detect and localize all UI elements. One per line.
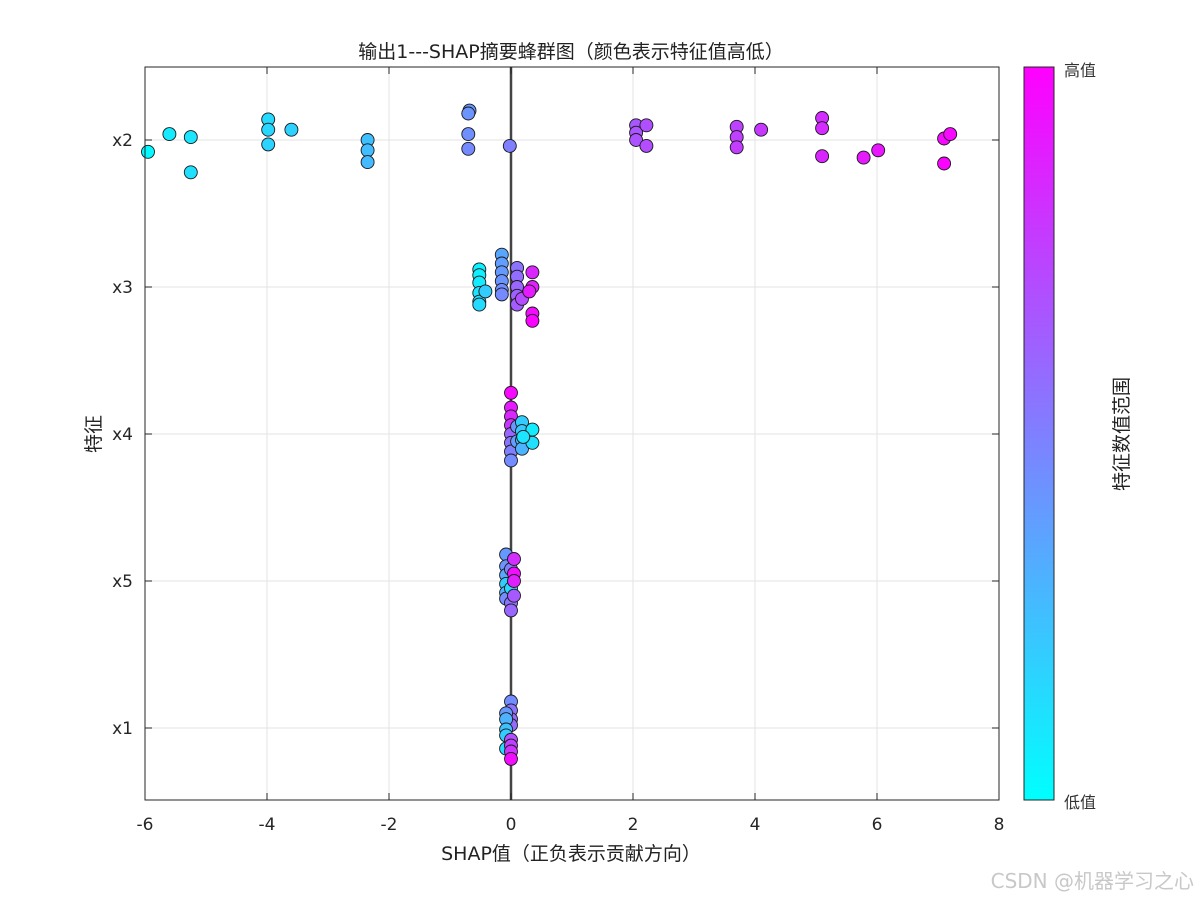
data-point-x2 (502, 138, 517, 153)
x-tick-label: -4 (259, 815, 276, 835)
data-point-x2 (629, 133, 644, 147)
x-tick-label: -6 (137, 815, 154, 835)
y-tick-label: x5 (112, 572, 133, 592)
data-point-x2 (183, 165, 198, 180)
x-tick-label: -2 (381, 815, 398, 835)
data-point-x2 (360, 143, 375, 158)
data-point-x2 (360, 155, 375, 170)
data-point-x2 (639, 138, 654, 153)
data-point-x5 (507, 588, 521, 603)
data-point-x2 (639, 118, 654, 133)
x-tick-label: 6 (872, 815, 883, 835)
data-point-x3 (525, 313, 540, 328)
data-point-x2 (183, 130, 198, 145)
data-point-x2 (461, 106, 476, 121)
data-point-x2 (937, 156, 952, 171)
colorbar-low-label: 低值 (1064, 793, 1096, 812)
y-tick-label: x2 (112, 131, 133, 151)
x-tick-label: 8 (994, 815, 1005, 835)
x-tick-label: 0 (506, 815, 517, 835)
x-tick-label: 4 (750, 815, 761, 835)
data-point-x2 (162, 127, 177, 142)
data-point-x2 (461, 127, 476, 142)
data-point-x3 (478, 284, 493, 299)
data-point-x2 (754, 122, 769, 137)
data-point-x4 (504, 453, 518, 468)
data-point-x2 (943, 127, 958, 142)
y-tick-label: x1 (112, 719, 133, 739)
data-point-x3 (522, 284, 537, 299)
data-point-x3 (472, 297, 487, 312)
data-point-x2 (261, 137, 276, 152)
y-tick-label: x3 (112, 278, 133, 298)
chart-title: 输出1---SHAP摘要蜂群图（颜色表示特征值高低） (358, 41, 783, 63)
data-point-x2 (815, 121, 830, 136)
data-point-x2 (261, 122, 276, 137)
x-axis-label: SHAP值（正负表示贡献方向） (441, 843, 701, 865)
plot-area: -6 -4 -2 0 2 4 6 8 x2 x3 x4 x5 x1 (112, 66, 1005, 835)
data-point-x2 (141, 144, 155, 159)
y-tick-label: x4 (112, 425, 133, 445)
data-point-x2 (284, 122, 299, 137)
data-point-x5 (507, 552, 521, 566)
data-point-x2 (871, 143, 886, 158)
data-point-x5 (504, 603, 518, 618)
y-axis-label: 特征 (83, 415, 105, 453)
data-point-x1 (504, 751, 518, 766)
data-point-x2 (461, 141, 476, 156)
data-point-x4 (504, 385, 518, 400)
colorbar-label: 特征数值范围 (1111, 377, 1133, 491)
data-point-x2 (856, 150, 871, 165)
data-point-x2 (815, 149, 830, 164)
data-point-x3 (494, 287, 509, 302)
colorbar-high-label: 高值 (1064, 61, 1096, 80)
data-point-x4 (516, 429, 531, 444)
watermark: CSDN @机器学习之心 (990, 869, 1194, 893)
x-tick-label: 2 (628, 815, 639, 835)
data-point-x5 (507, 574, 521, 588)
data-point-x2 (729, 140, 744, 155)
colorbar-gradient (1023, 66, 1055, 801)
data-point-x3 (525, 265, 540, 280)
colorbar (1023, 66, 1055, 801)
